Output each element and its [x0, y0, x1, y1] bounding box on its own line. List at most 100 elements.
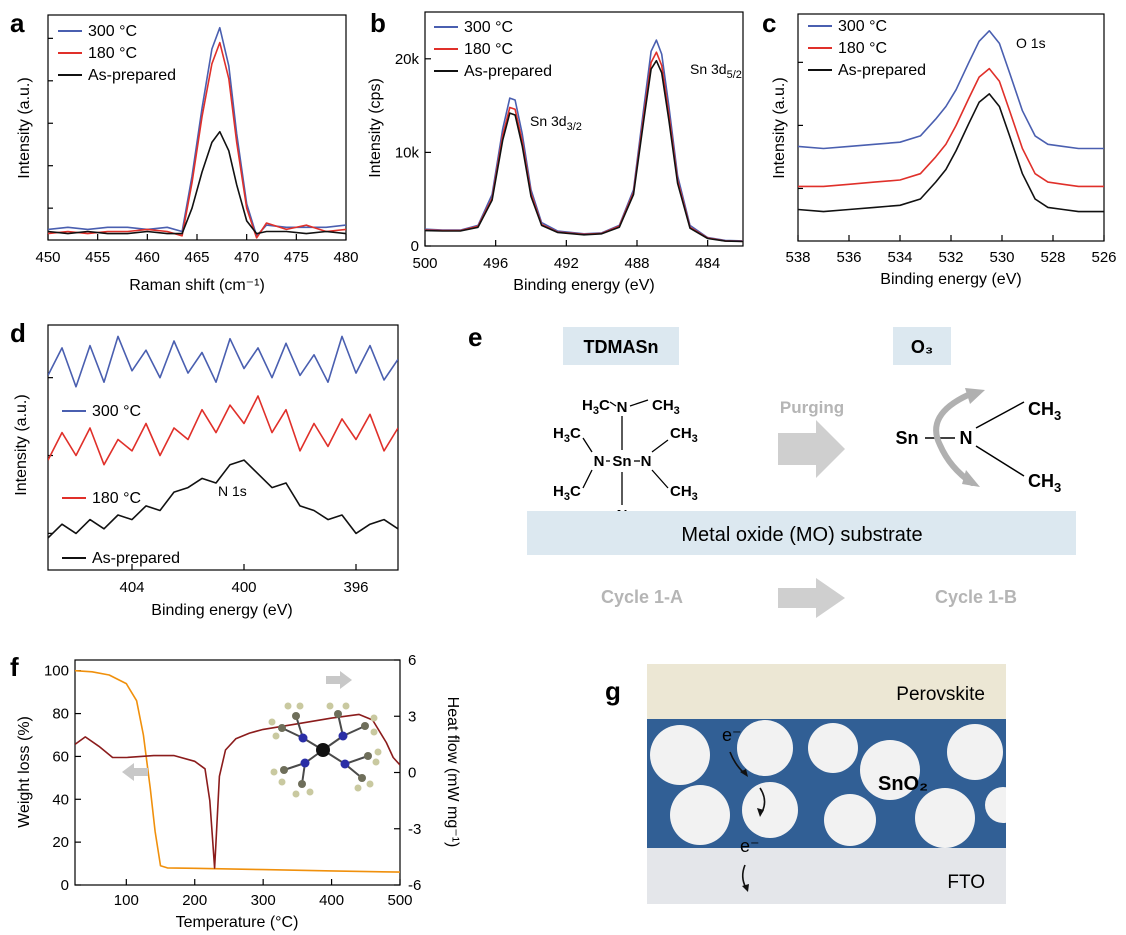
- svg-text:N: N: [960, 428, 973, 448]
- molecule-inset-image: [268, 702, 382, 798]
- purging-label: Purging: [780, 398, 844, 417]
- x-tick-label-a-475: 475: [284, 249, 309, 266]
- x-tick-label-a-480: 480: [333, 249, 358, 266]
- panel-b-ylabel: Intensity (cps): [367, 78, 384, 178]
- svg-text:CH3: CH3: [652, 397, 680, 417]
- series-line-f-heat-flow: [75, 713, 400, 869]
- series-line-a-180-c: [48, 41, 346, 239]
- panel-a-xlabel: Raman shift (cm⁻¹): [129, 277, 265, 294]
- svg-text:CH3: CH3: [1028, 399, 1061, 423]
- y-tick-label-f-left-20: 20: [52, 834, 69, 851]
- panel-e: e TDMASn O₃ H3C CH3 H3C CH3 N N Sn N N H…: [468, 322, 1076, 618]
- legend-label-c-0: 300 °C: [838, 18, 887, 35]
- electron-label-top: e⁻: [722, 725, 742, 745]
- svg-text:N: N: [641, 453, 652, 470]
- panel-g: g Perovskite SnO₂ FTO e⁻ e⁻: [605, 664, 1006, 904]
- panel-a-xticks: 450 455 460 465 470 475 480: [35, 37, 359, 266]
- perovskite-layer: [647, 664, 1006, 719]
- legend-label-b-2: As-prepared: [464, 63, 552, 80]
- x-tick-label-f-400: 400: [319, 892, 344, 909]
- series-line-f-weight-loss: [75, 669, 400, 873]
- legend-label-b-0: 300 °C: [464, 19, 513, 36]
- x-tick-label-d-396: 396: [343, 579, 368, 596]
- panel-b-peak1-label: Sn 3d3/2: [530, 113, 582, 133]
- series-line-c-as-prepared: [798, 93, 1104, 213]
- panel-c: c 538 536 534 532 530 528 526 Binding energy (…: [762, 8, 1117, 288]
- svg-text:H3C: H3C: [553, 425, 581, 445]
- reactant-name: O₃: [911, 337, 933, 357]
- series-line-c-180-c: [798, 67, 1104, 188]
- y-tick-label-f-right--6: -6: [408, 877, 421, 894]
- x-tick-label-c-526: 526: [1091, 249, 1116, 266]
- panel-f-xlabel: Temperature (°C): [176, 914, 299, 931]
- x-tick-label-b-500: 500: [412, 255, 437, 272]
- x-tick-label-f-200: 200: [182, 892, 207, 909]
- y-tick-label-f-left-80: 80: [52, 706, 69, 723]
- x-tick-label-a-455: 455: [85, 249, 110, 266]
- cycle-arrow: [778, 578, 845, 618]
- x-tick-label-f-300: 300: [251, 892, 276, 909]
- reactant-box: [893, 327, 951, 365]
- x-tick-label-c-536: 536: [836, 249, 861, 266]
- panel-c-xticks: 538 536 534 532 530 528 526: [785, 61, 1117, 266]
- x-tick-label-b-484: 484: [695, 255, 720, 272]
- sno2-particles: [650, 720, 1006, 848]
- panel-a-series: [48, 26, 346, 239]
- panel-d-ylabel: Intensity (a.u.): [13, 394, 30, 495]
- panel-a: a 450 455 460 465 470 475 480 Raman shift (cm⁻…: [10, 8, 359, 294]
- svg-text:CH3: CH3: [1028, 471, 1061, 495]
- panel-f-yticks-right: -6 -3 0 3 6: [394, 652, 421, 894]
- panel-d-frame: [47, 324, 399, 571]
- ozone-attack-arrow: [933, 392, 975, 486]
- series-line-d-300-c: [48, 335, 398, 388]
- y-tick-label-f-left-100: 100: [44, 663, 69, 680]
- panel-f-series: [75, 669, 400, 873]
- panel-c-legend: 300 °C 180 °C As-prepared: [808, 18, 926, 79]
- series-line-d-as-prepared: [48, 459, 398, 539]
- panel-b-yticks: 0 10k 20k: [395, 51, 431, 255]
- panel-f-ylabel-left: Weight loss (%): [16, 716, 33, 828]
- x-tick-label-b-496: 496: [483, 255, 508, 272]
- electron-label-bottom: e⁻: [740, 836, 760, 856]
- svg-text:CH3: CH3: [670, 483, 698, 503]
- legend-label-a-2: As-prepared: [88, 67, 176, 84]
- panel-d-series: [48, 335, 398, 539]
- svg-text:Sn: Sn: [612, 453, 631, 470]
- cycle-b-label: Cycle 1-B: [935, 587, 1017, 607]
- panel-c-series: [798, 29, 1104, 213]
- cycle-a-label: Cycle 1-A: [601, 587, 683, 607]
- panel-a-label: a: [10, 8, 25, 38]
- x-tick-label-b-488: 488: [624, 255, 649, 272]
- legend-label-a-1: 180 °C: [88, 45, 137, 62]
- panel-a-ylabel: Intensity (a.u.): [16, 77, 33, 178]
- y-tick-label-f-right-6: 6: [408, 652, 416, 669]
- y-tick-label-f-left-60: 60: [52, 748, 69, 765]
- y-tick-label-b-10k: 10k: [395, 144, 420, 161]
- x-tick-label-d-400: 400: [231, 579, 256, 596]
- precursor-box: [563, 327, 679, 365]
- panel-a-legend: 300 °C 180 °C As-prepared: [58, 23, 176, 84]
- y-tick-label-f-left-40: 40: [52, 791, 69, 808]
- legend-label-c-2: As-prepared: [838, 62, 926, 79]
- y-tick-label-b-20k: 20k: [395, 51, 420, 68]
- right-axis-arrow: [326, 671, 352, 689]
- panel-c-ylabel: Intensity (a.u.): [771, 77, 788, 178]
- panel-c-label: c: [762, 8, 776, 38]
- y-tick-label-f-right-0: 0: [408, 765, 416, 782]
- svg-text:H3C: H3C: [582, 397, 610, 417]
- panel-c-xlabel: Binding energy (eV): [880, 271, 1021, 288]
- panel-b: b 500 496 492 488 484 0 10k 20k Binding energy…: [367, 8, 744, 294]
- legend-label-d-2: As-prepared: [92, 550, 180, 567]
- sn-n-fragment: Sn N CH3 CH3: [895, 388, 1061, 495]
- panel-f-ylabel-right: Heat flow (mW mg⁻¹): [444, 697, 461, 848]
- panel-f-yticks-left: 0 20 40 60 80 100: [44, 663, 81, 894]
- perovskite-label: Perovskite: [896, 684, 985, 705]
- panel-f-label: f: [10, 652, 19, 682]
- panel-b-label: b: [370, 8, 386, 38]
- x-tick-label-a-470: 470: [234, 249, 259, 266]
- y-tick-label-f-left-0: 0: [61, 877, 69, 894]
- svg-text:H3C: H3C: [553, 483, 581, 503]
- panel-f-xticks: 100 200 300 400 500: [114, 879, 413, 909]
- sno2-label: SnO₂: [878, 773, 928, 795]
